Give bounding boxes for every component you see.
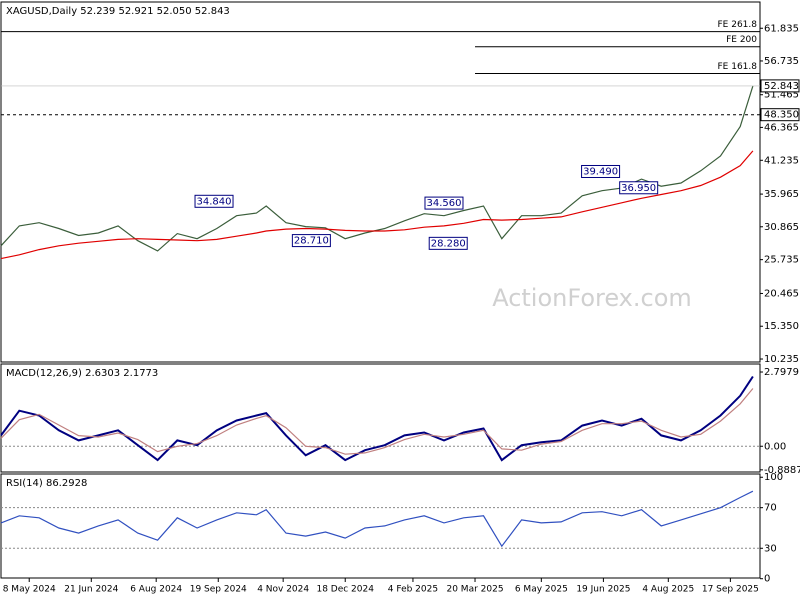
y-tick-label: -0.8887 (764, 465, 800, 476)
y-tick-label: 30.865 (764, 222, 799, 233)
y-tick-label: 0.00 (764, 441, 786, 452)
annotation-label: 28.710 (294, 236, 329, 247)
annotation-label: 34.840 (197, 196, 232, 207)
x-tick-label: 21 Jun 2024 (64, 585, 118, 595)
annotation-label: 28.280 (431, 238, 466, 249)
y-tick-label: 41.235 (764, 155, 799, 166)
x-tick-label: 18 Dec 2024 (316, 585, 374, 595)
y-tick-label: 35.965 (764, 189, 799, 200)
annotation-box (428, 236, 468, 250)
y-tick-label: 51.465 (764, 90, 799, 101)
annotation-box (291, 234, 331, 248)
y-tick-label: 30 (764, 543, 777, 554)
y-tick-label: 70 (764, 503, 777, 514)
annotation-box (581, 164, 621, 178)
fe-label: FE 261.8 (718, 20, 758, 30)
fe-label: FE 161.8 (718, 62, 758, 72)
annotation-label: 36.950 (621, 183, 656, 194)
panel-title: MACD(12,26,9) 2.6303 2.1773 (6, 368, 158, 379)
annotation-box (424, 196, 464, 210)
x-tick-label: 19 Jun 2025 (576, 585, 630, 595)
annotation-label: 39.490 (583, 166, 618, 177)
x-tick-label: 20 Mar 2025 (446, 585, 503, 595)
watermark: ActionForex.com (492, 284, 692, 312)
x-tick-label: 19 Sep 2024 (190, 585, 247, 595)
annotation-box (194, 194, 234, 208)
price-box (760, 108, 800, 122)
panel-frame (0, 473, 761, 579)
x-tick-label: 4 Feb 2025 (388, 585, 438, 595)
series-line (0, 388, 754, 455)
annotation-box (619, 181, 659, 195)
panel-title: XAGUSD,Daily 52.239 52.921 52.050 52.843 (6, 6, 230, 17)
x-tick-label: 6 May 2025 (515, 585, 568, 595)
y-tick-label: 20.465 (764, 288, 799, 299)
y-tick-label: 10.235 (764, 354, 799, 365)
panel-frame (0, 363, 761, 473)
y-tick-label: 46.365 (764, 122, 799, 133)
series-line (0, 490, 754, 548)
price-box-label: 48.350 (764, 110, 799, 121)
y-tick-label: 61.835 (764, 23, 799, 34)
fe-label: FE 200 (726, 35, 757, 45)
x-tick-label: 4 Aug 2025 (642, 585, 694, 595)
y-tick-label: 2.7979 (764, 367, 799, 378)
x-tick-label: 8 May 2024 (3, 585, 56, 595)
last-price-label: 52.843 (764, 81, 799, 92)
annotation-label: 34.560 (426, 198, 461, 209)
y-tick-label: 0 (764, 574, 770, 585)
x-tick-label: 17 Sep 2025 (702, 585, 759, 595)
y-tick-label: 100 (764, 472, 783, 483)
y-tick-label: 15.350 (764, 321, 799, 332)
x-tick-label: 4 Nov 2024 (257, 585, 309, 595)
x-tick-label: 6 Aug 2024 (130, 585, 182, 595)
series-line (0, 150, 754, 260)
last-price-box (760, 79, 800, 93)
y-tick-label: 56.735 (764, 56, 799, 67)
y-tick-label: 25.735 (764, 255, 799, 266)
panel-title: RSI(14) 86.2928 (6, 478, 87, 489)
panel-frame (0, 1, 761, 363)
